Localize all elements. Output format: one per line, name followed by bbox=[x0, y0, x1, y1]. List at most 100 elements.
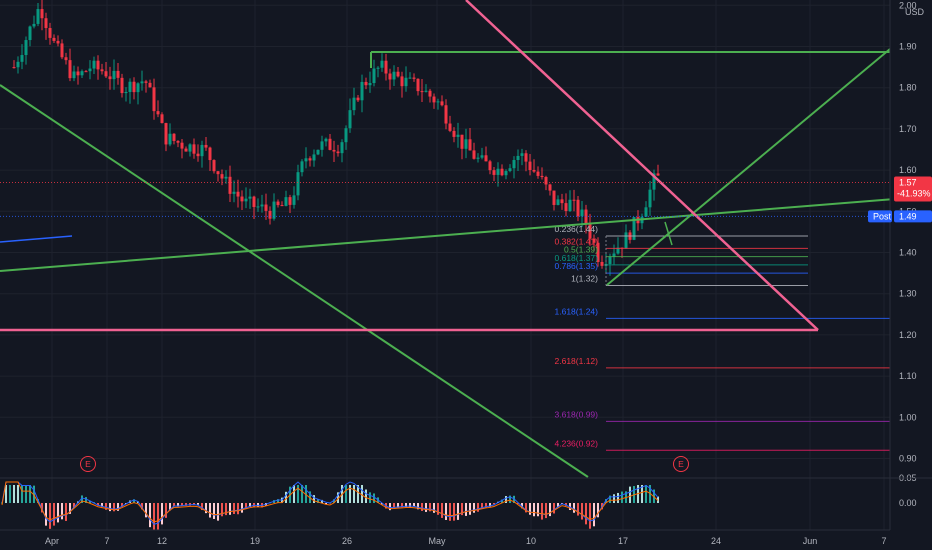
candle-body bbox=[452, 130, 456, 137]
candle-body bbox=[608, 256, 612, 264]
fib-level-label: 0.236(1.44) bbox=[555, 224, 599, 234]
macd-histogram-bar bbox=[389, 503, 391, 511]
macd-histogram-bar bbox=[85, 497, 87, 503]
price-tick-label: 0.90 bbox=[899, 454, 917, 464]
candle-body bbox=[260, 204, 264, 207]
macd-histogram-bar bbox=[441, 503, 443, 518]
candle-body bbox=[492, 170, 496, 175]
candle-body bbox=[520, 153, 524, 156]
candle-body bbox=[36, 9, 40, 24]
candle-body bbox=[644, 207, 648, 217]
candle-body bbox=[580, 209, 584, 217]
candle-body bbox=[396, 71, 400, 77]
macd-histogram-bar bbox=[213, 503, 215, 519]
candle-body bbox=[60, 43, 64, 58]
price-tick-label: 2.00 bbox=[899, 0, 917, 10]
candle-body bbox=[624, 232, 628, 249]
macd-histogram-bar bbox=[657, 496, 659, 503]
price-axis[interactable] bbox=[890, 0, 932, 530]
candle-body bbox=[252, 196, 256, 208]
candle-body bbox=[532, 170, 536, 172]
macd-histogram-bar bbox=[597, 503, 599, 518]
macd-histogram-bar bbox=[433, 503, 435, 513]
candle-body bbox=[244, 198, 248, 202]
last-price-value: 1.57 bbox=[899, 177, 917, 187]
candle-body bbox=[332, 149, 336, 152]
candle-body bbox=[72, 71, 76, 79]
macd-histogram-bar bbox=[361, 485, 363, 503]
fib-level-label: 1(1.32) bbox=[571, 273, 598, 283]
candle-body bbox=[124, 91, 128, 94]
candle-body bbox=[420, 91, 424, 93]
macd-histogram-bar bbox=[133, 499, 135, 503]
time-axis[interactable] bbox=[0, 530, 932, 550]
macd-histogram-bar bbox=[117, 503, 119, 511]
candle-body bbox=[16, 61, 20, 68]
macd-histogram-bar bbox=[181, 503, 183, 506]
candle-body bbox=[392, 71, 396, 80]
candle-body bbox=[484, 155, 488, 162]
macd-histogram-bar bbox=[397, 503, 399, 508]
candle-body bbox=[324, 138, 328, 142]
candle-body bbox=[652, 173, 656, 190]
macd-histogram-bar bbox=[617, 492, 619, 503]
candle-body bbox=[320, 141, 324, 150]
trendline-green-ascending bbox=[0, 195, 932, 272]
macd-histogram-bar bbox=[221, 503, 223, 517]
macd-histogram-bar bbox=[521, 503, 523, 509]
macd-histogram-bar bbox=[17, 485, 19, 503]
macd-histogram-bar bbox=[629, 486, 631, 503]
macd-histogram-bar bbox=[37, 499, 39, 503]
macd-histogram-bar bbox=[393, 503, 395, 508]
candle-body bbox=[296, 172, 300, 196]
price-tick-label: 1.10 bbox=[899, 371, 917, 381]
macd-histogram-bar bbox=[157, 503, 159, 531]
trendline-green-short bbox=[664, 221, 673, 246]
candle-body bbox=[544, 177, 548, 185]
macd-histogram-bar bbox=[453, 503, 455, 521]
time-tick-label: Jun bbox=[803, 536, 818, 546]
macd-histogram-bar bbox=[113, 503, 115, 512]
candle-body bbox=[164, 123, 168, 145]
price-tick-label: 1.20 bbox=[899, 330, 917, 340]
macd-histogram-bar bbox=[477, 503, 479, 512]
macd-histogram-bar bbox=[49, 503, 51, 529]
macd-histogram-bar bbox=[97, 503, 99, 506]
candle-body bbox=[156, 111, 160, 115]
macd-histogram-bar bbox=[41, 503, 43, 513]
macd-histogram-bar bbox=[525, 503, 527, 513]
candle-body bbox=[28, 26, 32, 41]
macd-histogram-bar bbox=[297, 485, 299, 503]
macd-histogram-bar bbox=[237, 503, 239, 515]
grid bbox=[0, 0, 890, 530]
candle-body bbox=[536, 171, 540, 176]
candle-body bbox=[300, 161, 304, 173]
candle-body bbox=[248, 196, 252, 199]
post-label: Post bbox=[873, 211, 892, 221]
candle-body bbox=[84, 71, 88, 73]
candle-body bbox=[148, 82, 152, 88]
fib-level-label: 4.236(0.92) bbox=[555, 438, 599, 448]
macd-histogram-bar bbox=[81, 495, 83, 503]
time-tick-label: 17 bbox=[618, 536, 628, 546]
macd-tick-label: 0.00 bbox=[899, 498, 917, 508]
macd-histogram-bar bbox=[149, 503, 151, 528]
candle-body bbox=[416, 78, 420, 92]
candle-body bbox=[376, 67, 380, 69]
candle-body bbox=[548, 184, 552, 191]
time-tick-label: 7 bbox=[881, 536, 886, 546]
macd-histogram-bar bbox=[429, 503, 431, 512]
signal-line bbox=[1, 481, 659, 523]
candle-body bbox=[336, 151, 340, 154]
macd-histogram-bar bbox=[217, 503, 219, 521]
candle-body bbox=[344, 128, 348, 143]
macd-histogram-bar bbox=[413, 503, 415, 507]
earnings-marker-icon bbox=[80, 456, 96, 472]
macd-histogram-bar bbox=[553, 503, 555, 514]
candle-body bbox=[348, 110, 352, 129]
fib-level-label: 0.786(1.35) bbox=[555, 261, 599, 271]
candle-body bbox=[600, 261, 604, 266]
macd-histogram-bar bbox=[533, 503, 535, 517]
